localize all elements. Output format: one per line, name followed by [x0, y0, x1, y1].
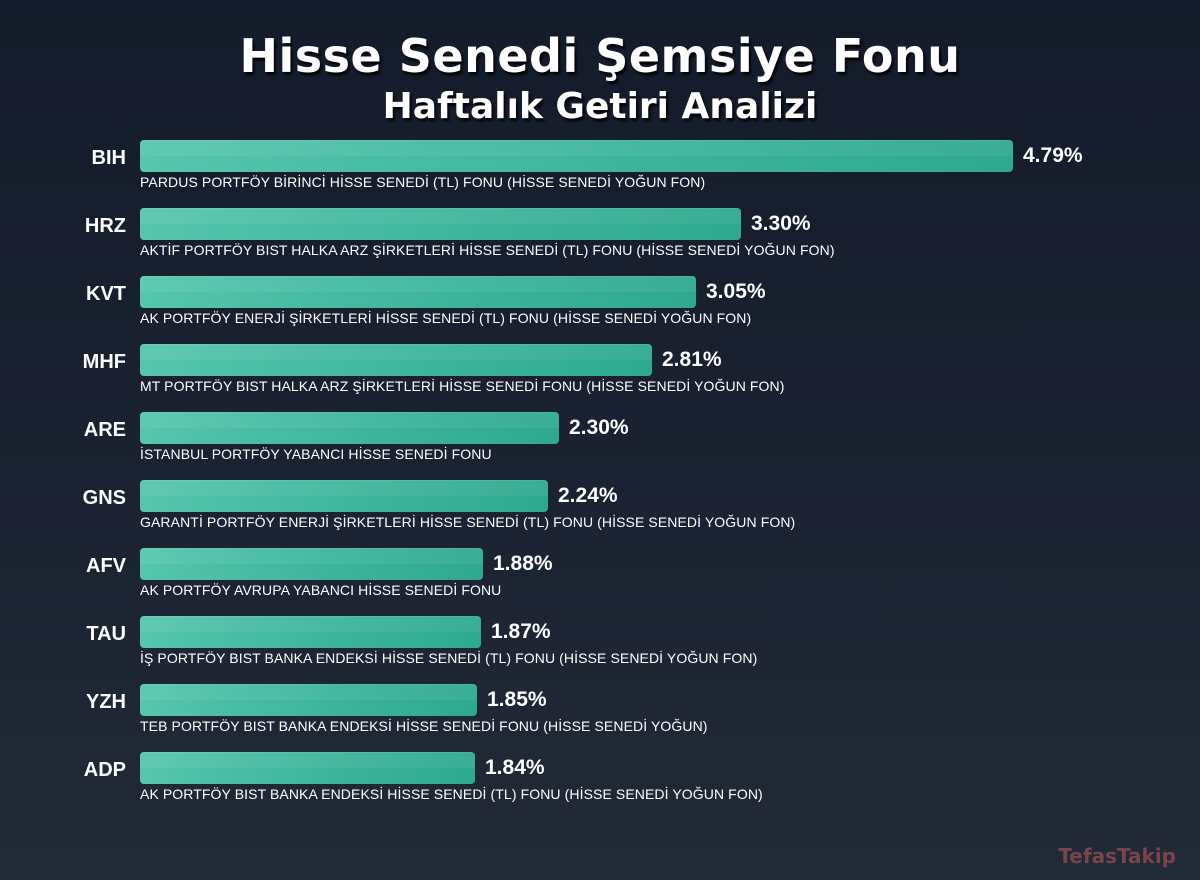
value-label: 2.81%: [662, 348, 722, 371]
fund-name-label: AK PORTFÖY ENERJİ ŞİRKETLERİ HİSSE SENED…: [140, 310, 752, 326]
fund-name-label: İSTANBUL PORTFÖY YABANCI HİSSE SENEDİ FO…: [140, 446, 492, 462]
category-label: HRZ: [84, 215, 126, 237]
value-label: 3.30%: [751, 212, 811, 235]
bar: [140, 616, 481, 648]
category-label: KVT: [86, 283, 126, 305]
bar-row: YZH 1.85% TEB PORTFÖY BIST BANKA ENDEKSİ H…: [0, 684, 1200, 750]
fund-name-label: AKTİF PORTFÖY BIST HALKA ARZ ŞİRKETLERİ …: [140, 242, 835, 258]
bar: [140, 208, 741, 240]
bar: [140, 344, 652, 376]
bar-row: ARE 2.30% İSTANBUL PORTFÖY YABANCI HİSSE S…: [0, 412, 1200, 478]
bar: [140, 140, 1013, 172]
category-label: BIH: [91, 147, 126, 169]
value-label: 1.85%: [487, 688, 547, 711]
bar-row: GNS 2.24% GARANTİ PORTFÖY ENERJİ ŞİRKETLER…: [0, 480, 1200, 546]
category-label: YZH: [86, 691, 126, 713]
value-label: 3.05%: [706, 280, 766, 303]
chart-title: Hisse Senedi Şemsiye Fonu: [239, 29, 961, 83]
category-label: TAU: [86, 623, 126, 645]
watermark-logo: TefasTakip: [1058, 844, 1176, 868]
fund-name-label: İŞ PORTFÖY BIST BANKA ENDEKSİ HİSSE SENE…: [140, 650, 758, 666]
chart-subtitle: Haftalık Getiri Analizi: [382, 86, 818, 127]
bar: [140, 684, 477, 716]
bar-row: ADP 1.84% AK PORTFÖY BIST BANKA ENDEKSİ Hİ…: [0, 752, 1200, 818]
fund-name-label: MT PORTFÖY BIST HALKA ARZ ŞİRKETLERİ HİS…: [140, 378, 785, 394]
category-label: MHF: [82, 351, 126, 373]
bar-row: BIH 4.79% PARDUS PORTFÖY BİRİNCİ HİSSE SEN…: [0, 140, 1200, 206]
fund-name-label: PARDUS PORTFÖY BİRİNCİ HİSSE SENEDİ (TL)…: [140, 174, 706, 190]
value-label: 1.87%: [491, 620, 551, 643]
fund-name-label: AK PORTFÖY AVRUPA YABANCI HİSSE SENEDİ F…: [140, 582, 502, 598]
bar-row: AFV 1.88% AK PORTFÖY AVRUPA YABANCI HİSSE …: [0, 548, 1200, 614]
value-label: 1.84%: [485, 756, 545, 779]
category-label: ADP: [83, 759, 126, 781]
fund-name-label: GARANTİ PORTFÖY ENERJİ ŞİRKETLERİ HİSSE …: [140, 514, 796, 530]
bar-row: TAU 1.87% İŞ PORTFÖY BIST BANKA ENDEKSİ Hİ…: [0, 616, 1200, 682]
bar-row: MHF 2.81% MT PORTFÖY BIST HALKA ARZ ŞİRKET…: [0, 344, 1200, 410]
value-label: 2.24%: [558, 484, 618, 507]
bar: [140, 412, 559, 444]
bar: [140, 276, 696, 308]
category-label: GNS: [82, 487, 126, 509]
fund-name-label: TEB PORTFÖY BIST BANKA ENDEKSİ HİSSE SEN…: [140, 718, 708, 734]
category-label: AFV: [86, 555, 126, 577]
bar-row: HRZ 3.30% AKTİF PORTFÖY BIST HALKA ARZ ŞİR…: [0, 208, 1200, 274]
value-label: 2.30%: [569, 416, 629, 439]
category-label: ARE: [83, 419, 126, 441]
bar: [140, 752, 475, 784]
bar: [140, 548, 483, 580]
value-label: 1.88%: [493, 552, 553, 575]
value-label: 4.79%: [1023, 144, 1083, 167]
fund-name-label: AK PORTFÖY BIST BANKA ENDEKSİ HİSSE SENE…: [140, 786, 763, 802]
bar-row: KVT 3.05% AK PORTFÖY ENERJİ ŞİRKETLERİ HİS…: [0, 276, 1200, 342]
bar: [140, 480, 548, 512]
